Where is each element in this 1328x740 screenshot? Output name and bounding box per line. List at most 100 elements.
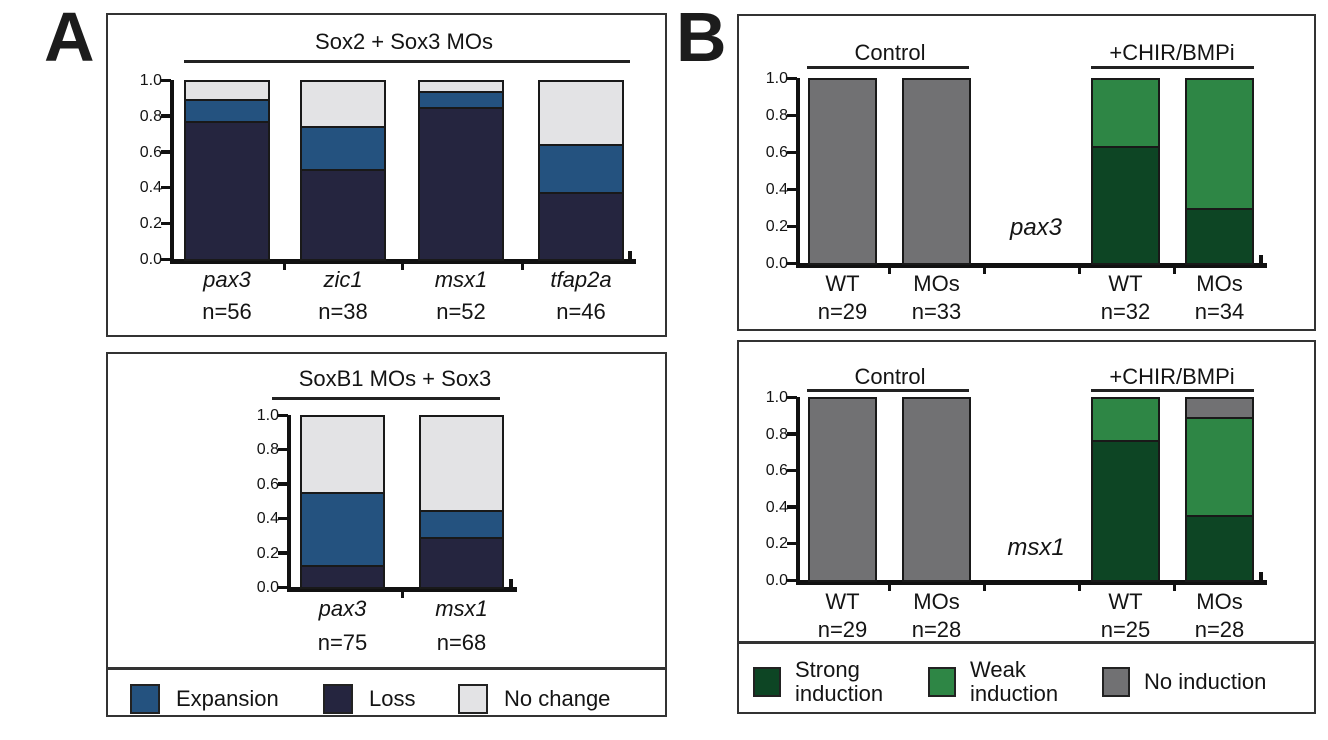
y-tick-label: 1.0 [765, 389, 788, 406]
n-count-label: n=33 [911, 299, 962, 324]
bar-mos-4 [1185, 397, 1254, 582]
segment-weak-induction [1093, 80, 1158, 148]
bar-pax3-1 [184, 80, 270, 261]
y-tick-label: 0.8 [765, 425, 788, 443]
y-tick [787, 578, 797, 582]
y-tick-label: 0.0 [139, 251, 162, 268]
legend-strong-line1: Strong [795, 657, 860, 683]
strong-induction-swatch-icon [753, 667, 781, 697]
y-tick [161, 257, 171, 261]
expansion-swatch-icon [130, 684, 160, 714]
y-tick-label: 0.0 [765, 255, 788, 272]
bar-zic1-2 [300, 80, 386, 261]
x-axis-baseline [170, 259, 636, 264]
x-category-tick [1077, 584, 1081, 591]
segment-expansion [540, 145, 622, 194]
segment-loss [186, 122, 268, 259]
x-category-tick [982, 267, 986, 274]
y-tick-label: 0.0 [765, 572, 788, 589]
y-tick-label: 0.4 [765, 181, 788, 198]
weak-induction-swatch-icon [928, 667, 956, 697]
y-tick [278, 447, 288, 452]
n-count-label: n=25 [1100, 617, 1151, 642]
segment-loss [540, 193, 622, 259]
bar-mos-2 [902, 78, 971, 265]
x-category-tick [887, 584, 891, 591]
n-count-label: n=28 [911, 617, 962, 642]
segment-no-induction [810, 80, 875, 263]
segment-expansion [302, 128, 384, 171]
bar-wt-3 [1091, 78, 1160, 265]
y-tick [787, 505, 797, 509]
bar-mos-4 [1185, 78, 1254, 265]
n-count-label: n=32 [1100, 299, 1151, 324]
group-header-underline [1091, 389, 1254, 392]
legend-label-strong-induction: Strong induction [795, 658, 883, 706]
chart-title-underline [184, 60, 630, 63]
segment-no-change [302, 82, 384, 129]
category-label-tfap2a: tfap2a [550, 267, 612, 292]
no-induction-swatch-icon [1102, 667, 1130, 697]
x-axis-baseline [796, 580, 1267, 585]
legend-a-divider [108, 667, 665, 670]
legend-item-no-induction: No induction [1102, 652, 1266, 712]
category-label-mos: MOs [913, 271, 960, 296]
n-count-label: n=38 [318, 299, 368, 324]
chart-pax3-induction: Control +CHIR/BMPi 1.0 0.8 0.6 0.4 0.2 0.0 WT n=2… [739, 16, 1314, 329]
segment-loss [302, 566, 383, 587]
segment-loss [420, 108, 502, 259]
segment-expansion [302, 493, 383, 567]
y-axis [796, 397, 800, 583]
legend-label-no-change: No change [504, 686, 611, 712]
y-tick-label: 0.6 [765, 144, 788, 161]
segment-loss [421, 539, 502, 587]
box-msx1-induction: Control +CHIR/BMPi 1.0 0.8 0.6 0.4 0.2 0.0 WT n=2… [737, 340, 1316, 714]
y-tick [161, 185, 171, 190]
x-category-tick [1077, 267, 1081, 274]
y-tick [787, 187, 797, 191]
segment-no-change [540, 82, 622, 146]
y-tick-label: 0.8 [256, 441, 279, 459]
segment-no-induction [810, 399, 875, 580]
x-category-tick [400, 591, 404, 598]
group-header--chir-bmpi: +CHIR/BMPi [1109, 364, 1235, 389]
legend-weak-line2: induction [970, 681, 1059, 706]
segment-weak-induction [1093, 399, 1158, 443]
group-header-control: Control [854, 40, 926, 65]
legend-label-expansion: Expansion [176, 686, 279, 712]
y-tick-label: 0.6 [256, 475, 279, 493]
category-label-msx1: msx1 [435, 596, 488, 621]
x-axis-end-tick [628, 251, 632, 261]
segment-no-change [421, 417, 502, 513]
segment-weak-induction [1187, 80, 1252, 210]
segment-weak-induction [1187, 418, 1252, 517]
x-category-tick [400, 263, 404, 270]
n-count-label: n=75 [317, 630, 368, 655]
chart-sox2-sox3-mos: Sox2 + Sox3 MOs 1.0 0.8 0.6 0.4 0.2 0.0 pax3 n=5… [108, 15, 665, 335]
legend-b-divider [739, 641, 1314, 644]
box-soxb1-mos-sox3: SoxB1 MOs + Sox3 1.0 0.8 0.6 0.4 0.2 0.0 pax3 n=… [106, 352, 667, 717]
chart-title-underline [272, 397, 500, 400]
bar-wt-1 [808, 78, 877, 265]
segment-strong-induction [1093, 147, 1158, 263]
segment-strong-induction [1187, 516, 1252, 580]
y-tick [278, 516, 288, 521]
gene-label-pax3: pax3 [1009, 214, 1063, 241]
segment-expansion [421, 512, 502, 540]
x-axis-end-tick [509, 579, 513, 589]
y-tick-label: 0.4 [256, 510, 279, 528]
y-tick [787, 432, 797, 436]
chart-soxb1-mos-sox3: SoxB1 MOs + Sox3 1.0 0.8 0.6 0.4 0.2 0.0 pax3 n=… [108, 354, 665, 715]
y-tick [787, 261, 797, 265]
segment-no-induction [904, 399, 969, 580]
n-count-label: n=68 [436, 630, 487, 655]
y-tick-label: 0.2 [765, 218, 788, 235]
group-header--chir-bmpi: +CHIR/BMPi [1109, 40, 1235, 65]
bar-tfap2a-4 [538, 80, 624, 261]
group-header-underline [807, 66, 969, 69]
category-label-wt: WT [825, 589, 860, 614]
n-count-label: n=28 [1194, 617, 1245, 642]
segment-loss [302, 170, 384, 259]
chart-title: Sox2 + Sox3 MOs [315, 29, 493, 54]
y-tick [787, 468, 797, 473]
